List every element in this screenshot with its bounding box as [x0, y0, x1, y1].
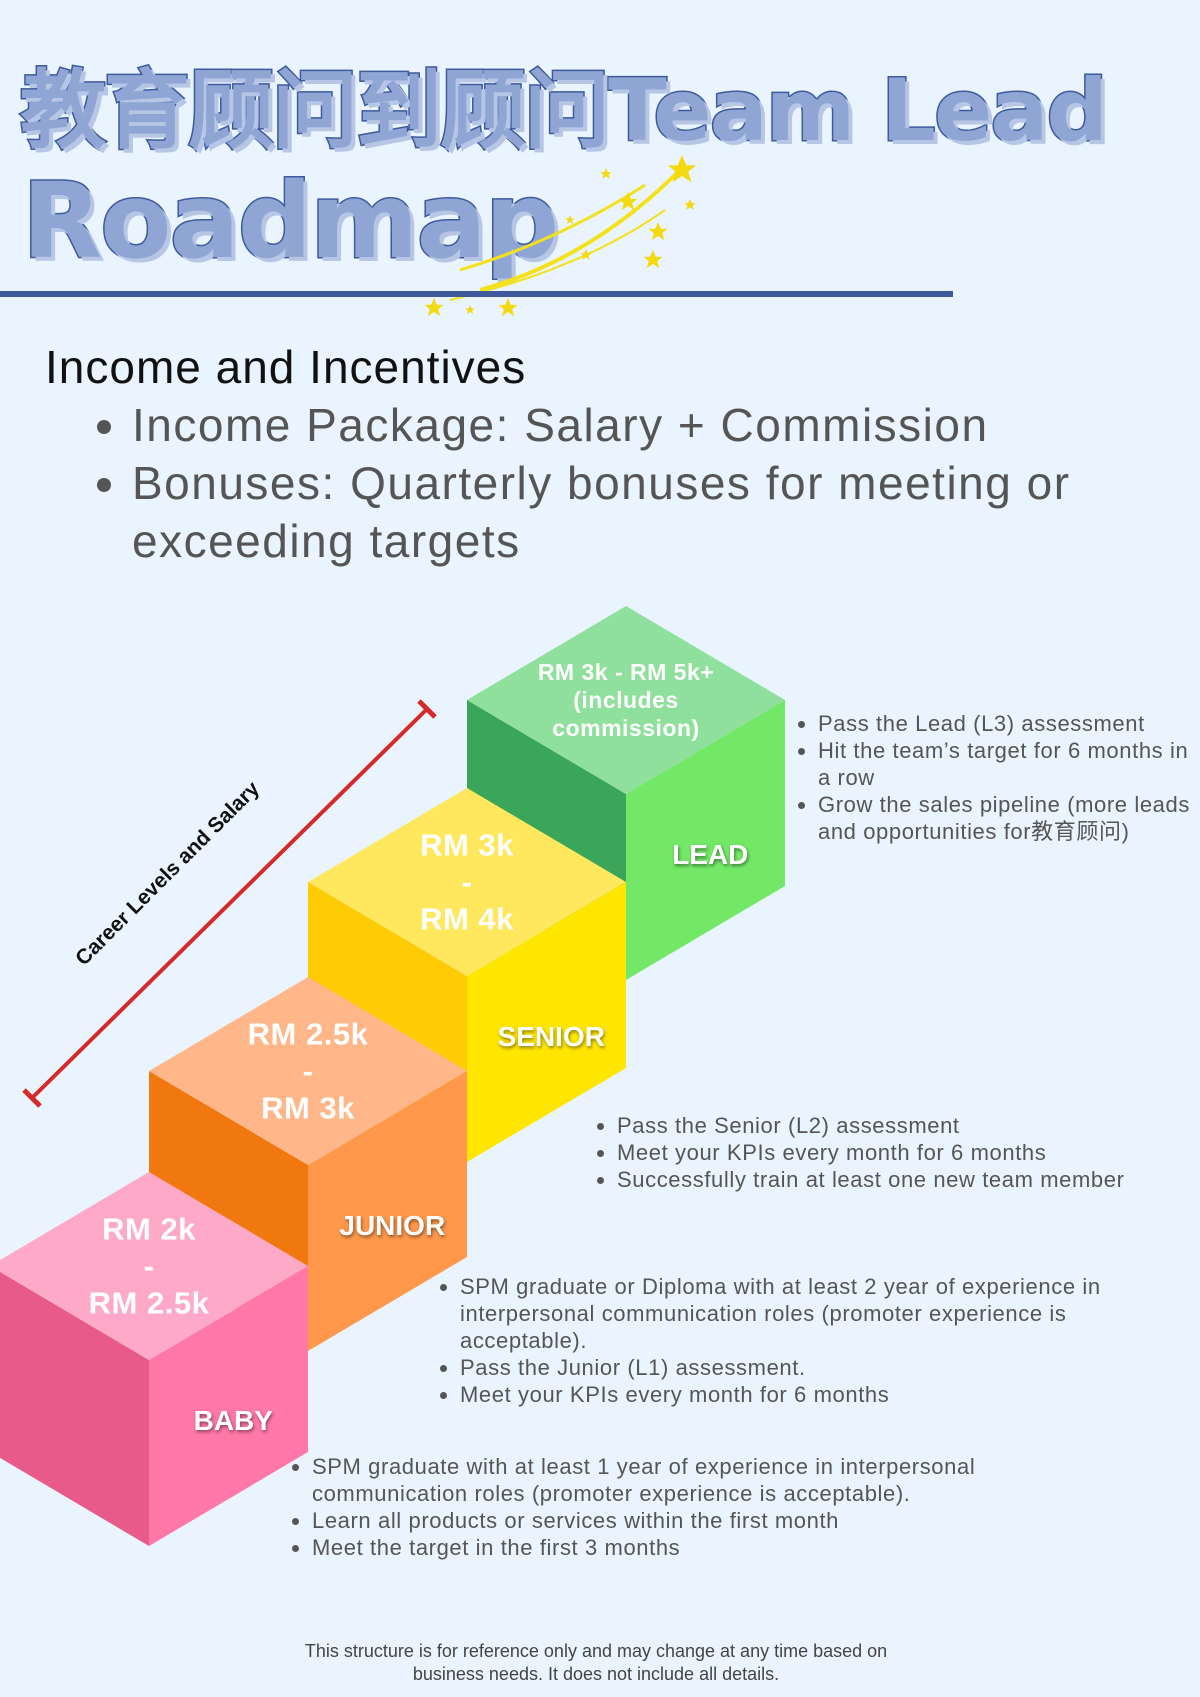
salary-line: RM 3k	[420, 827, 514, 863]
senior-level-label: SENIOR	[497, 1021, 605, 1053]
senior-cube-right-face	[467, 882, 626, 1162]
requirement-item: Grow the sales pipeline (more leads and …	[818, 791, 1200, 845]
footer-line: business needs. It does not include all …	[412, 1664, 780, 1684]
requirement-item: Successfully train at least one new team…	[617, 1166, 1195, 1193]
requirement-item: Pass the Lead (L3) assessment	[818, 710, 1200, 737]
baby-level-label: BABY	[193, 1405, 273, 1437]
salary-line: RM 2.5k	[88, 1285, 210, 1321]
salary-line: RM 2.5k	[247, 1016, 369, 1052]
lead-cube-top-face	[467, 606, 785, 794]
baby-cube-left-face	[0, 1271, 149, 1546]
title-underline	[0, 291, 953, 297]
salary-line: commission)	[552, 715, 700, 741]
title-line-1: 教育顾问到顾问Team Lead	[19, 60, 1110, 163]
income-bullets: Income Package: Salary + Commission Bonu…	[90, 396, 1170, 570]
requirement-item: Meet your KPIs every month for 6 months	[617, 1139, 1195, 1166]
lead-salary-label: RM 3k - RM 5k+ (includes commission)	[538, 658, 714, 742]
senior-salary-label: RM 3k - RM 4k	[420, 827, 514, 938]
junior-cube-right-face	[308, 1071, 467, 1351]
income-heading: Income and Incentives	[45, 341, 527, 393]
requirement-item: Meet your KPIs every month for 6 months	[460, 1381, 1178, 1408]
career-arrow-line	[30, 707, 429, 1100]
career-arrow-line	[22, 1088, 42, 1108]
income-bullet: Bonuses: Quarterly bonuses for meeting o…	[132, 454, 1170, 570]
requirement-item: Pass the Senior (L2) assessment	[617, 1112, 1195, 1139]
senior-requirements: Pass the Senior (L2) assessmentMeet your…	[595, 1112, 1195, 1193]
requirement-item: Pass the Junior (L1) assessment.	[460, 1354, 1178, 1381]
salary-line: RM 3k - RM 5k+	[537, 659, 715, 685]
requirement-item: Hit the team’s target for 6 months in a …	[818, 737, 1200, 791]
baby-cube-top-face	[0, 1172, 308, 1360]
requirement-item: SPM graduate with at least 1 year of exp…	[312, 1453, 1070, 1507]
footer-line: This structure is for reference only and…	[304, 1641, 888, 1661]
lead-requirements: Pass the Lead (L3) assessmentHit the tea…	[796, 710, 1200, 845]
salary-line: (includes	[573, 687, 679, 713]
requirement-item: SPM graduate or Diploma with at least 2 …	[460, 1273, 1178, 1354]
lead-cube-right-face	[626, 700, 785, 980]
salary-line: -	[461, 864, 473, 900]
salary-line: RM 4k	[420, 901, 514, 937]
career-arrow-line	[417, 699, 437, 719]
baby-requirements: SPM graduate with at least 1 year of exp…	[290, 1453, 1070, 1561]
requirement-item: Learn all products or services within th…	[312, 1507, 1070, 1534]
income-bullet: Income Package: Salary + Commission	[132, 396, 1170, 454]
salary-line: -	[143, 1248, 155, 1284]
baby-salary-label: RM 2k - RM 2.5k	[89, 1211, 210, 1322]
salary-line: RM 2k	[102, 1211, 196, 1247]
title-line-2: Roadmap	[20, 159, 560, 284]
baby-cube-right-face	[149, 1266, 308, 1546]
junior-cube-top-face	[149, 977, 467, 1165]
salary-line: -	[302, 1053, 314, 1089]
disclaimer-footer: This structure is for reference only and…	[0, 1640, 1192, 1686]
senior-cube-top-face	[308, 788, 626, 976]
lead-level-label: LEAD	[672, 839, 749, 871]
salary-line: RM 3k	[261, 1090, 355, 1126]
junior-level-label: JUNIOR	[339, 1210, 446, 1242]
requirement-item: Meet the target in the first 3 months	[312, 1534, 1070, 1561]
junior-requirements: SPM graduate or Diploma with at least 2 …	[438, 1273, 1178, 1408]
junior-salary-label: RM 2.5k - RM 3k	[248, 1016, 369, 1127]
